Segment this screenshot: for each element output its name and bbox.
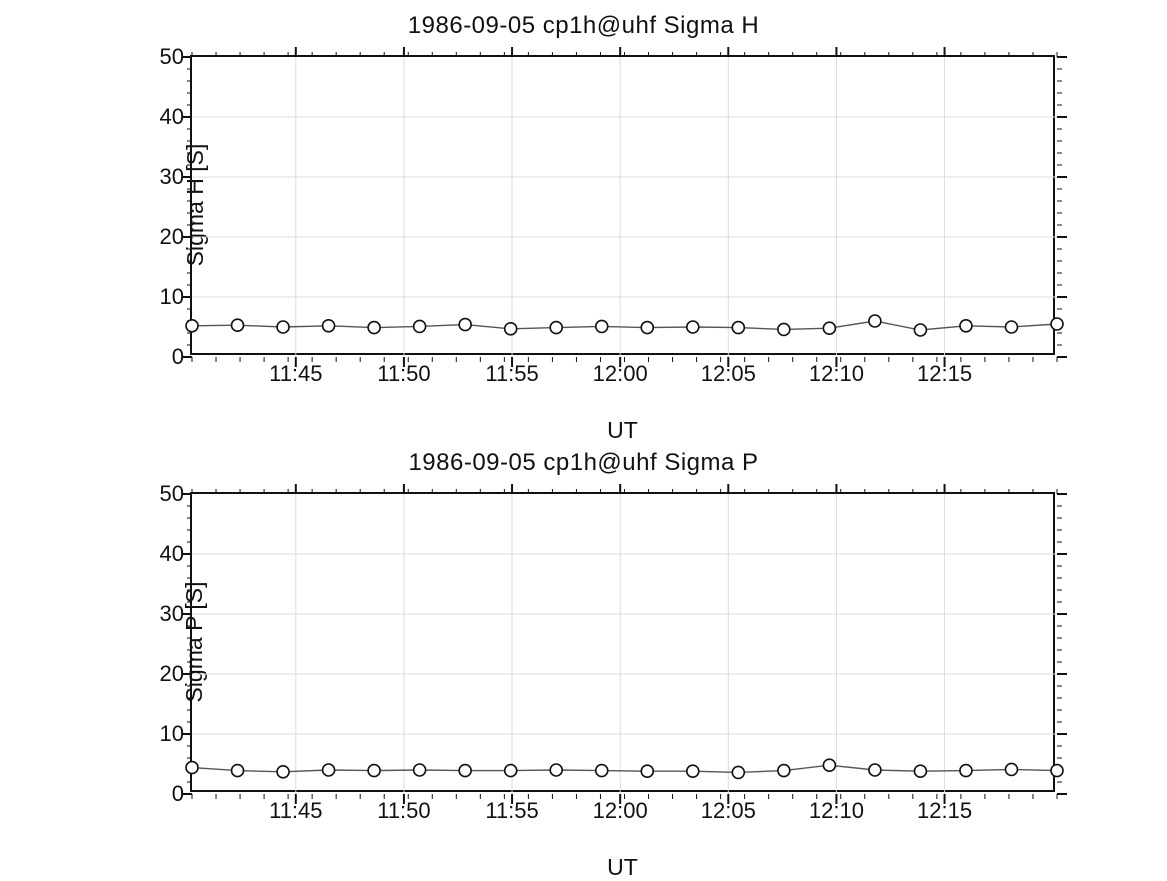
data-point [186, 320, 198, 332]
data-point [232, 765, 244, 777]
xtick-label: 11:45 [269, 361, 322, 387]
ytick-label: 40 [144, 541, 184, 567]
x-axis-label-bottom: UT [607, 854, 638, 881]
data-point [823, 759, 835, 771]
data-point [505, 323, 517, 335]
xtick-label: 12:00 [593, 798, 648, 824]
data-point [1051, 318, 1063, 330]
data-point [1051, 765, 1063, 777]
xtick-label: 11:45 [269, 798, 322, 824]
data-point [778, 323, 790, 335]
ytick-label: 40 [144, 104, 184, 130]
data-point [186, 762, 198, 774]
data-point [596, 320, 608, 332]
data-point [732, 766, 744, 778]
xtick-label: 12:05 [701, 361, 756, 387]
xtick-label: 12:15 [917, 798, 972, 824]
svg-plot-top [192, 57, 1053, 353]
data-point [687, 321, 699, 333]
data-point [232, 319, 244, 331]
data-point [323, 764, 335, 776]
xtick-label: 12:05 [701, 798, 756, 824]
ytick-label: 30 [144, 164, 184, 190]
ytick-label: 0 [144, 781, 184, 807]
xtick-label: 11:50 [377, 361, 430, 387]
xtick-label: 12:10 [809, 798, 864, 824]
data-point [960, 765, 972, 777]
data-point [869, 764, 881, 776]
data-point [914, 324, 926, 336]
data-point [550, 322, 562, 334]
ytick-label: 20 [144, 224, 184, 250]
data-point [732, 322, 744, 334]
chart-bottom: 1986-09-05 cp1h@uhf Sigma P Sigma P [S] … [0, 437, 1167, 874]
data-point [778, 765, 790, 777]
data-point [550, 764, 562, 776]
ytick-label: 30 [144, 601, 184, 627]
data-point [960, 320, 972, 332]
data-point [914, 765, 926, 777]
xtick-label: 11:50 [377, 798, 430, 824]
data-point [368, 765, 380, 777]
data-point [414, 320, 426, 332]
data-point [1005, 321, 1017, 333]
data-point [277, 321, 289, 333]
xtick-label: 11:55 [485, 361, 538, 387]
ytick-label: 20 [144, 661, 184, 687]
data-point [641, 765, 653, 777]
plot-area-top[interactable]: Sigma H [S] UT 0 10 20 30 40 50 11:45 11:50 11:5… [190, 55, 1055, 355]
ytick-label: 50 [144, 481, 184, 507]
chart-title-bottom: 1986-09-05 cp1h@uhf Sigma P [0, 449, 1167, 477]
ytick-label: 10 [144, 284, 184, 310]
data-point [277, 766, 289, 778]
data-point [687, 765, 699, 777]
data-point [869, 315, 881, 327]
xtick-label: 11:55 [485, 798, 538, 824]
svg-plot-bottom [192, 494, 1053, 790]
xtick-label: 12:00 [593, 361, 648, 387]
data-point [368, 322, 380, 334]
data-point [1005, 763, 1017, 775]
chart-title-top: 1986-09-05 cp1h@uhf Sigma H [0, 12, 1167, 40]
data-point [323, 320, 335, 332]
data-point [505, 765, 517, 777]
ytick-label: 50 [144, 44, 184, 70]
plot-area-bottom[interactable]: Sigma P [S] UT 0 10 20 30 40 50 11:45 11:50 11:5… [190, 492, 1055, 792]
ytick-label: 0 [144, 344, 184, 370]
xtick-label: 12:10 [809, 361, 864, 387]
dual-chart-view: 1986-09-05 cp1h@uhf Sigma H Sigma H [S] … [0, 0, 1167, 874]
xtick-label: 12:15 [917, 361, 972, 387]
data-point [459, 319, 471, 331]
ytick-label: 10 [144, 721, 184, 747]
data-point [823, 322, 835, 334]
chart-top: 1986-09-05 cp1h@uhf Sigma H Sigma H [S] … [0, 0, 1167, 437]
data-point [414, 764, 426, 776]
data-point [641, 322, 653, 334]
data-point [459, 765, 471, 777]
data-point [596, 765, 608, 777]
